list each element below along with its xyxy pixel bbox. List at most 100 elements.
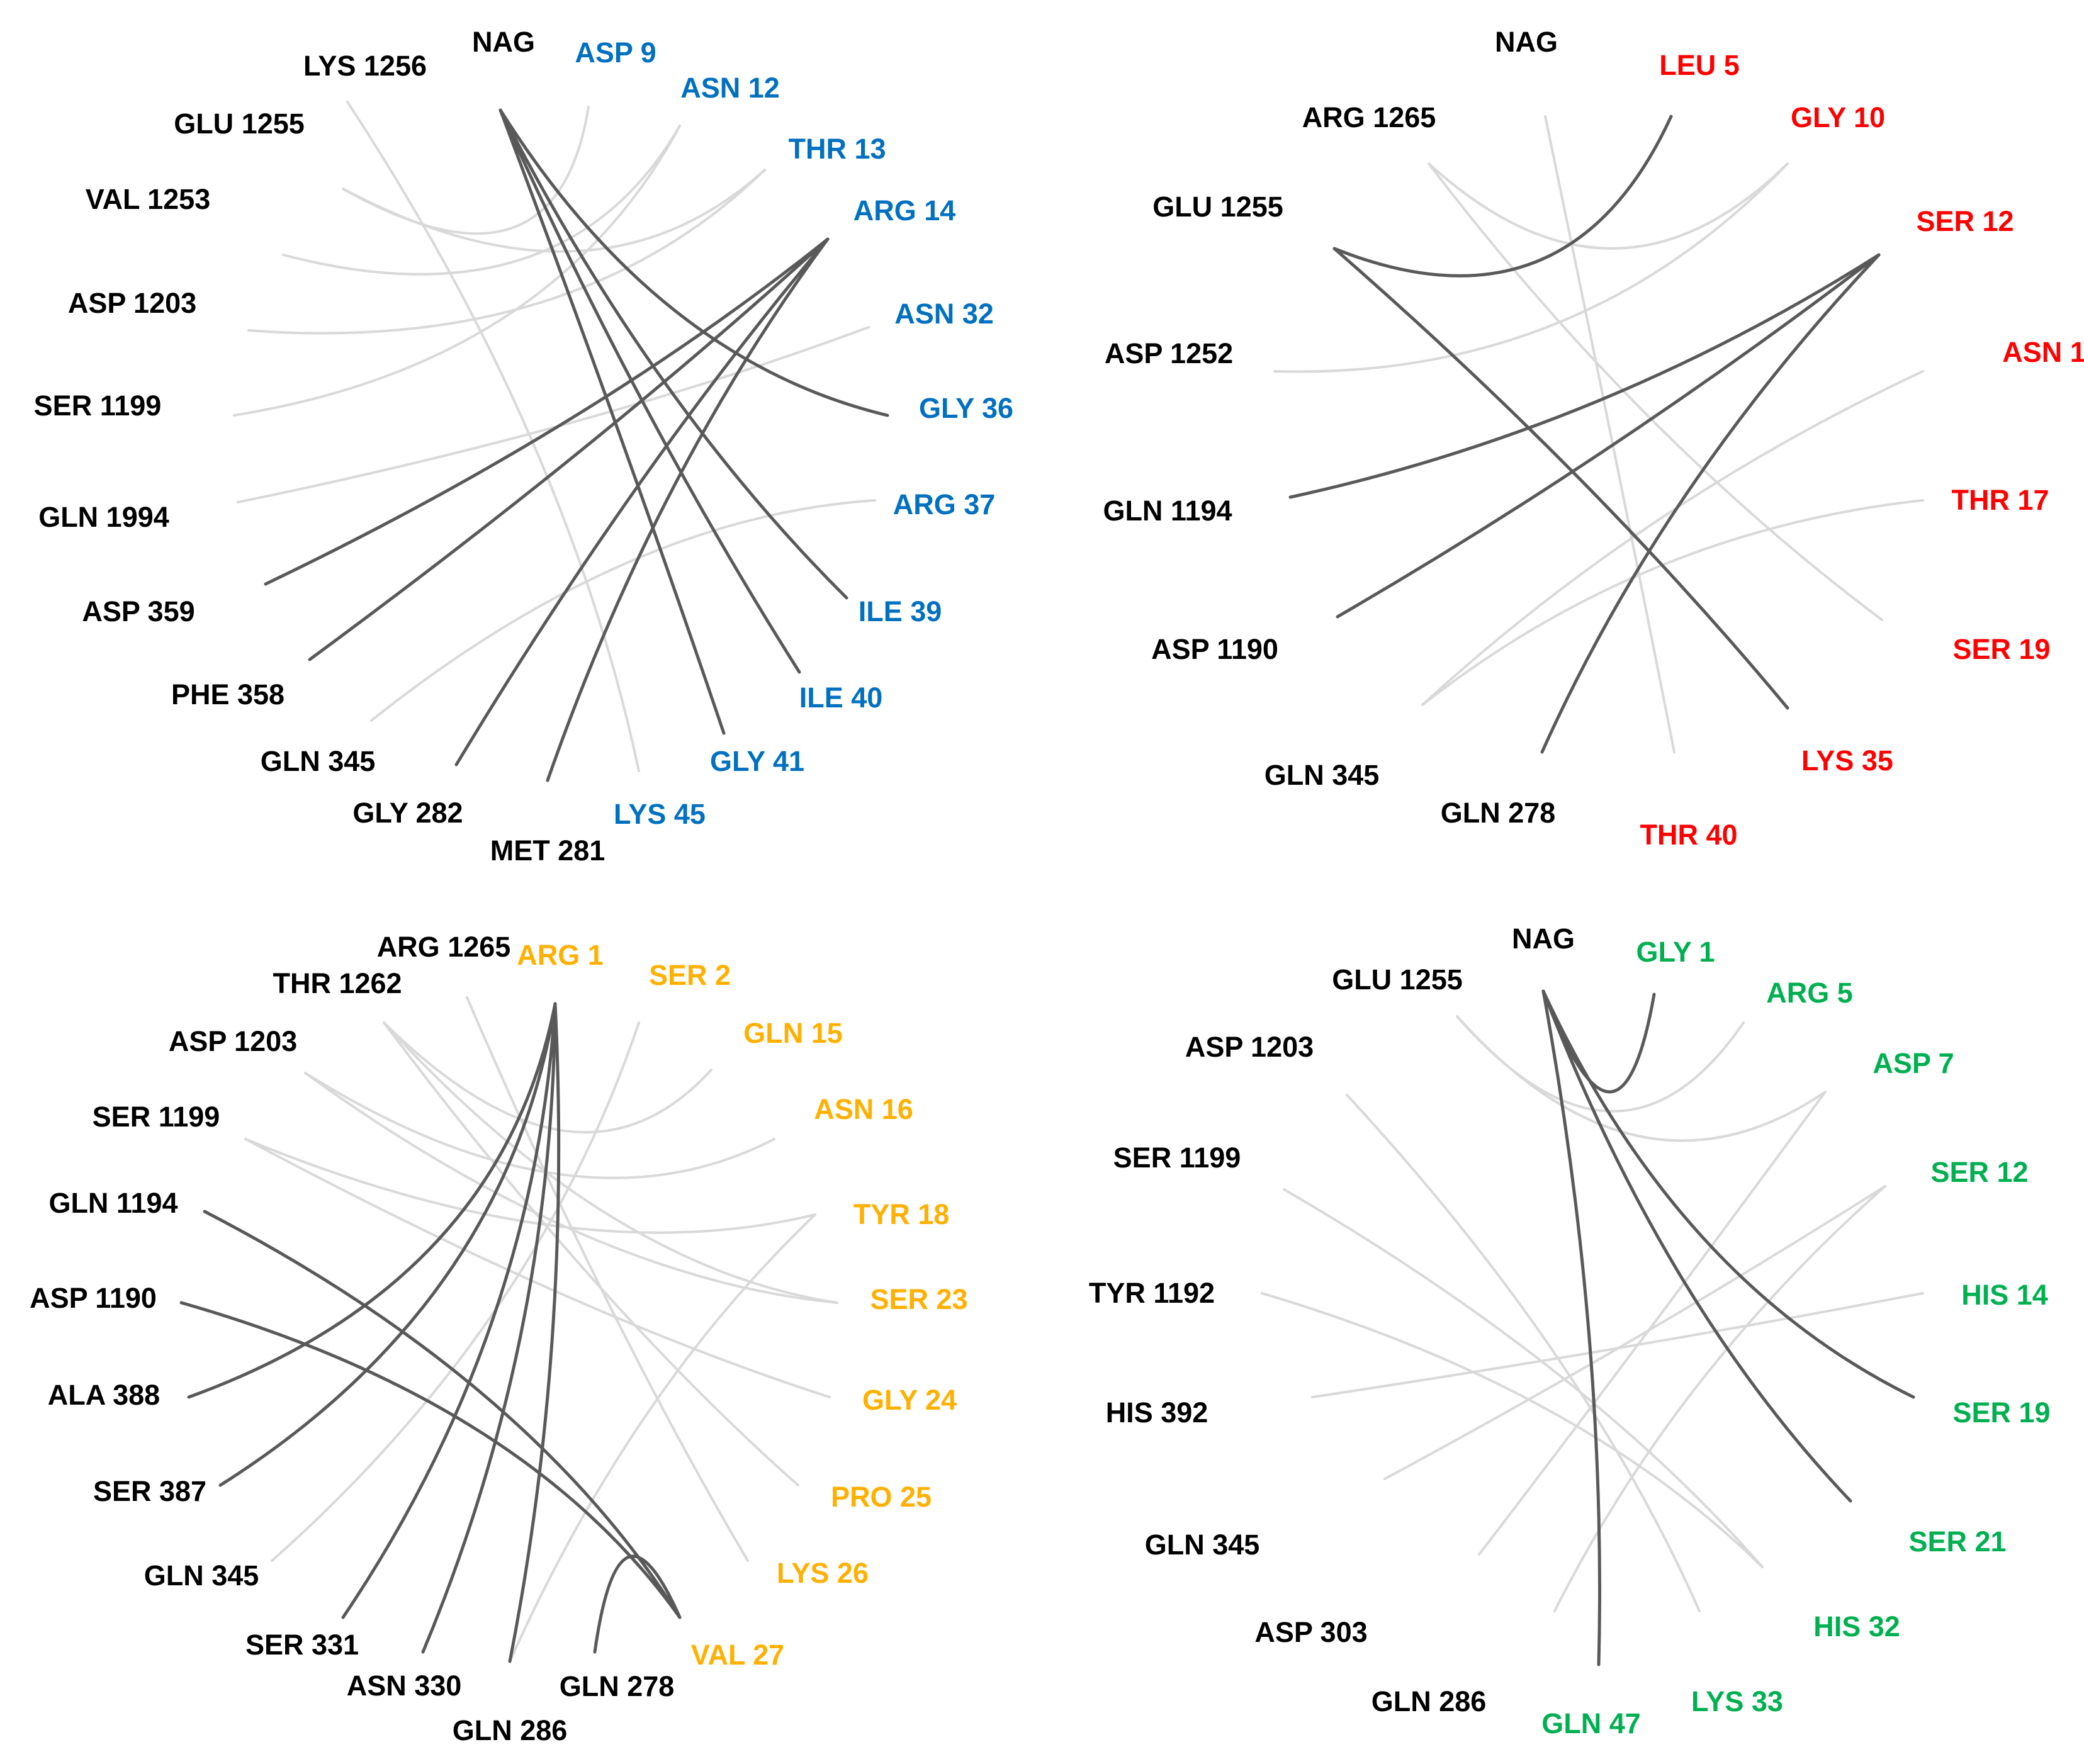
weak-link-red <box>1273 162 1789 373</box>
weak-link-green <box>1383 1185 1886 1480</box>
receptor-residue-label: GLN 345 <box>1145 1529 1260 1561</box>
ligand-residue-label: GLY 36 <box>919 392 1013 424</box>
strong-link-red <box>1332 247 1789 710</box>
receptor-residue-label: ASP 359 <box>82 595 194 627</box>
ligand-residue-label: SER 19 <box>1952 1396 2050 1429</box>
ligand-residue-label: VAL 27 <box>691 1639 784 1671</box>
strong-link-blue <box>454 237 830 767</box>
receptor-residue-label: ASP 1190 <box>1151 633 1278 665</box>
ligand-residue-label: ASP 9 <box>575 37 656 69</box>
receptor-residue-label: ASN 330 <box>347 1670 462 1702</box>
ligand-residue-label: GLY 10 <box>1791 101 1885 133</box>
weak-link-red <box>1421 499 1924 706</box>
receptor-residue-label: GLU 1255 <box>1332 963 1463 996</box>
weak-link-orange <box>509 1213 816 1663</box>
receptor-residue-label: GLN 345 <box>144 1559 259 1592</box>
strong-link-orange <box>421 1002 557 1654</box>
ligand-residue-label: ILE 40 <box>799 682 883 714</box>
receptor-residue-label: GLN 1194 <box>1103 495 1232 527</box>
receptor-residue-label: HIS 392 <box>1106 1396 1208 1429</box>
ligand-residue-label: SER 2 <box>649 959 731 991</box>
receptor-residue-label: LYS 1256 <box>303 50 427 82</box>
ligand-residue-label: ASN 32 <box>894 298 994 330</box>
strong-link-orange <box>187 1002 557 1399</box>
weak-link-orange <box>271 1021 640 1562</box>
panel-blue: NAG LYS 1256 GLU 1255 VAL 1253 ASP 1203 SER 1… <box>34 26 1013 867</box>
weak-link-green <box>1311 1292 1924 1398</box>
ligand-residue-label: ILE 39 <box>859 595 942 627</box>
strong-link-red <box>1332 115 1673 278</box>
receptor-residue-label: GLN 278 <box>1441 797 1556 829</box>
weak-link-green <box>1553 1185 1886 1612</box>
receptor-residue-label: SER 1199 <box>93 1101 220 1133</box>
ligand-residue-label: SER 21 <box>1908 1525 2006 1558</box>
strong-link-blue <box>498 108 801 674</box>
ligand-residue-label: GLY 24 <box>862 1384 957 1416</box>
panel-red: NAG ARG 1265 GLU 1255 ASP 1252 GLN 1194 ASP 1… <box>1103 26 2084 851</box>
receptor-residue-label: GLN 1994 <box>38 501 169 533</box>
weak-link-green <box>1456 1015 1827 1142</box>
ligand-residue-label: LYS 45 <box>614 798 706 830</box>
ligand-residue-label: THR 13 <box>788 133 886 165</box>
ligand-residue-label: SER 12 <box>1930 1156 2028 1188</box>
weak-link-green <box>1283 1188 1764 1568</box>
weak-link-green <box>1478 1091 1827 1556</box>
ligand-residue-label: HIS 14 <box>1961 1279 2048 1311</box>
ligand-residue-label: GLY 1 <box>1636 936 1715 968</box>
ligand-residue-label: SER 23 <box>870 1283 967 1315</box>
weak-link-blue <box>282 125 681 276</box>
receptor-residue-label: NAG <box>472 26 535 58</box>
receptor-residue-label: GLU 1255 <box>174 108 305 140</box>
strong-link-green <box>1541 989 1852 1503</box>
receptor-residue-label: ASP 1203 <box>1185 1031 1314 1063</box>
receptor-residue-label: ASP 1203 <box>169 1025 297 1057</box>
receptor-residue-label: ASP 1252 <box>1105 337 1233 369</box>
receptor-residue-label: SER 1199 <box>34 390 162 422</box>
weak-link-orange <box>244 1138 831 1398</box>
ligand-residue-label: ARG 37 <box>893 488 996 520</box>
receptor-residue-label: GLN 345 <box>1264 759 1380 791</box>
ligand-residue-label: LYS 33 <box>1691 1685 1783 1717</box>
weak-link-orange <box>383 1021 838 1304</box>
panel-orange: ARG 1265 THR 1262 ASP 1203 SER 1199 GLN 1194… <box>30 931 967 1746</box>
weak-link-red <box>1428 162 1789 250</box>
ligand-residue-label: THR 40 <box>1640 819 1737 851</box>
receptor-residue-label: THR 1262 <box>273 967 402 999</box>
receptor-residue-label: NAG <box>1512 923 1575 955</box>
ligand-residue-label: ASN 16 <box>814 1093 913 1125</box>
receptor-residue-label: PHE 358 <box>171 678 284 711</box>
weak-link-blue <box>247 169 766 335</box>
receptor-residue-label: SER 331 <box>245 1629 359 1661</box>
weak-link-orange <box>383 1021 799 1486</box>
weak-link-blue <box>233 125 681 417</box>
strong-link-blue <box>308 237 830 661</box>
panel-green: NAG GLU 1255 ASP 1203 SER 1199 TYR 1192 HIS 3… <box>1089 923 2051 1739</box>
receptor-residue-label: GLN 286 <box>453 1714 568 1746</box>
strong-link-orange <box>341 1002 557 1619</box>
ligand-residue-label: ARG 14 <box>853 194 956 227</box>
ligand-residue-label: SER 12 <box>1916 205 2014 237</box>
strong-link-red <box>1288 253 1881 499</box>
receptor-residue-label: GLN 345 <box>261 745 376 777</box>
receptor-residue-label: GLN 1194 <box>48 1187 177 1219</box>
strong-link-green <box>1541 989 1656 1094</box>
receptor-residue-label: NAG <box>1495 26 1558 58</box>
ligand-residue-label: THR 17 <box>1951 484 2049 516</box>
strong-link-green <box>1541 989 1602 1666</box>
receptor-residue-label: ALA 388 <box>48 1379 160 1411</box>
receptor-residue-label: SER 387 <box>93 1475 206 1507</box>
receptor-residue-label: VAL 1253 <box>86 183 210 215</box>
weak-link-blue <box>346 101 640 772</box>
receptor-residue-label: ARG 1265 <box>377 931 511 963</box>
ligand-residue-label: LEU 5 <box>1659 49 1740 81</box>
ligand-residue-label: ARG 5 <box>1766 977 1853 1009</box>
strong-link-orange <box>218 1002 557 1487</box>
ligand-residue-label: SER 19 <box>1952 633 2050 665</box>
receptor-residue-label: GLN 286 <box>1371 1685 1487 1717</box>
receptor-residue-label: TYR 1192 <box>1089 1277 1215 1309</box>
strong-link-green <box>1541 989 1915 1399</box>
strong-link-blue <box>264 237 830 586</box>
ligand-residue-label: PRO 25 <box>831 1481 932 1513</box>
weak-link-blue <box>370 499 876 722</box>
